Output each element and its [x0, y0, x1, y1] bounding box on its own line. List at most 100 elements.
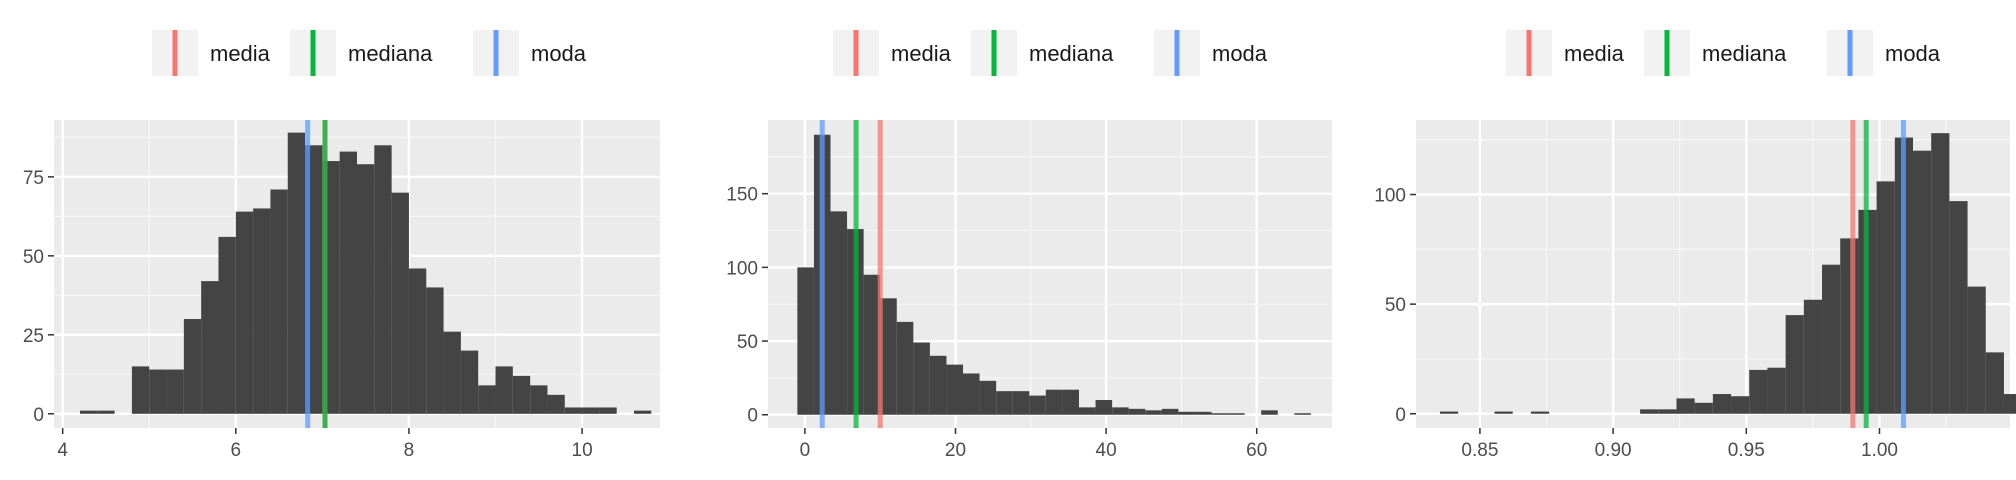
histogram-bar	[946, 364, 964, 415]
histogram-bar	[1178, 411, 1195, 415]
histogram-bar	[1731, 396, 1750, 414]
histogram-bar	[1912, 150, 1932, 414]
histogram-bar	[599, 407, 617, 414]
histogram-bar	[1029, 395, 1046, 415]
histogram-bar	[426, 287, 444, 414]
legend: media mediana moda	[1506, 30, 1941, 76]
histogram-bar	[357, 164, 375, 414]
histogram-bar	[408, 268, 427, 414]
histogram-bar	[512, 375, 531, 414]
histogram-bar	[97, 410, 115, 414]
histogram-bar	[287, 132, 306, 414]
histogram-bar	[1640, 409, 1659, 414]
y-tick-label: 150	[726, 185, 758, 206]
histogram-bar	[460, 350, 479, 414]
x-tick-label: 60	[1246, 440, 1267, 461]
histogram-bar	[478, 385, 496, 414]
histogram-bar	[1294, 413, 1311, 415]
histogram-bar	[201, 281, 219, 414]
histogram-bar	[1161, 408, 1179, 415]
histogram-bar	[1494, 411, 1513, 414]
histogram-bar	[1676, 398, 1695, 414]
histogram-bar	[1261, 410, 1278, 415]
x-tick-label: 6	[231, 440, 242, 461]
histogram-bar	[996, 391, 1013, 415]
histogram-bar	[963, 373, 980, 415]
histogram-bar	[2003, 394, 2016, 414]
histogram-bar	[863, 274, 881, 415]
histogram-bar	[547, 394, 565, 414]
histogram-bar	[564, 407, 583, 414]
histogram-bar	[830, 211, 848, 415]
x-tick-label: 0.90	[1595, 440, 1632, 461]
x-tick-label: 4	[57, 440, 68, 461]
legend-label-mediana: mediana	[348, 41, 433, 66]
histogram-bar	[1949, 201, 1968, 414]
histogram-bar	[582, 407, 600, 414]
histogram-bar	[1931, 133, 1950, 414]
histogram-bar	[1967, 286, 1986, 414]
histogram-bar	[1876, 181, 1895, 414]
histogram-bar	[1194, 411, 1212, 415]
y-tick-label: 100	[1374, 186, 1406, 207]
legend-label-moda: moda	[1212, 41, 1268, 66]
legend-label-mediana: mediana	[1029, 41, 1114, 66]
y-tick-label: 50	[737, 332, 758, 353]
legend-label-media: media	[210, 41, 271, 66]
histogram-bar	[1012, 391, 1030, 415]
histogram-bar	[270, 189, 288, 414]
histogram-bar	[880, 298, 897, 415]
histogram-bar	[1128, 408, 1146, 415]
histogram-bar	[979, 380, 997, 415]
y-tick-label: 25	[23, 326, 44, 347]
histogram-bar	[374, 145, 392, 414]
histogram-bar	[634, 410, 652, 414]
histogram-bar	[797, 267, 814, 415]
legend-label-media: media	[1564, 41, 1625, 66]
y-tick-label: 0	[33, 405, 44, 426]
histogram-bar	[1439, 411, 1459, 414]
histogram-bar	[166, 369, 184, 414]
legend-label-moda: moda	[1885, 41, 1941, 66]
x-tick-label: 20	[945, 440, 966, 461]
histogram-bar	[1045, 389, 1063, 415]
histogram-bar	[391, 192, 409, 414]
histogram-bar	[149, 369, 167, 414]
histogram-bar	[218, 236, 236, 414]
histogram-bar	[1712, 394, 1732, 414]
histogram-bar	[1112, 407, 1129, 415]
histogram-bar	[339, 151, 357, 414]
legend-label-media: media	[891, 41, 952, 66]
histogram-bar	[1822, 264, 1841, 414]
histogram-bar	[1749, 369, 1768, 414]
histogram-panel-3: 0.85 0.90 0.95 1.00 0 50 100 media mediana moda	[1374, 30, 2016, 461]
histogram-bar	[1840, 238, 1859, 414]
legend-label-mediana: mediana	[1702, 41, 1787, 66]
histogram-bar	[1062, 389, 1079, 415]
y-tick-label: 0	[747, 406, 758, 427]
y-tick-label: 100	[726, 258, 758, 279]
x-tick-label: 0.95	[1728, 440, 1765, 461]
histogram-bar	[131, 366, 150, 414]
x-tick-label: 1.00	[1861, 440, 1898, 461]
y-tick-label: 50	[23, 247, 44, 268]
histogram-bar	[896, 321, 914, 415]
y-tick-label: 50	[1385, 295, 1406, 316]
histogram-bar	[1145, 410, 1162, 415]
x-tick-label: 8	[404, 440, 415, 461]
histogram-bar	[253, 208, 271, 414]
legend-label-moda: moda	[531, 41, 587, 66]
histogram-bar	[530, 385, 548, 414]
histogram-bar	[443, 331, 461, 414]
histogram-bar	[913, 342, 930, 415]
histogram-bar	[79, 410, 98, 414]
histogram-bar	[1228, 413, 1245, 415]
y-tick-label: 75	[23, 168, 44, 189]
legend: media mediana moda	[833, 30, 1268, 76]
histogram-bar	[1767, 367, 1786, 414]
histogram-bar	[235, 211, 254, 414]
histogram-bar	[1803, 299, 1823, 414]
x-tick-label: 0	[800, 440, 811, 461]
x-tick-label: 40	[1096, 440, 1117, 461]
